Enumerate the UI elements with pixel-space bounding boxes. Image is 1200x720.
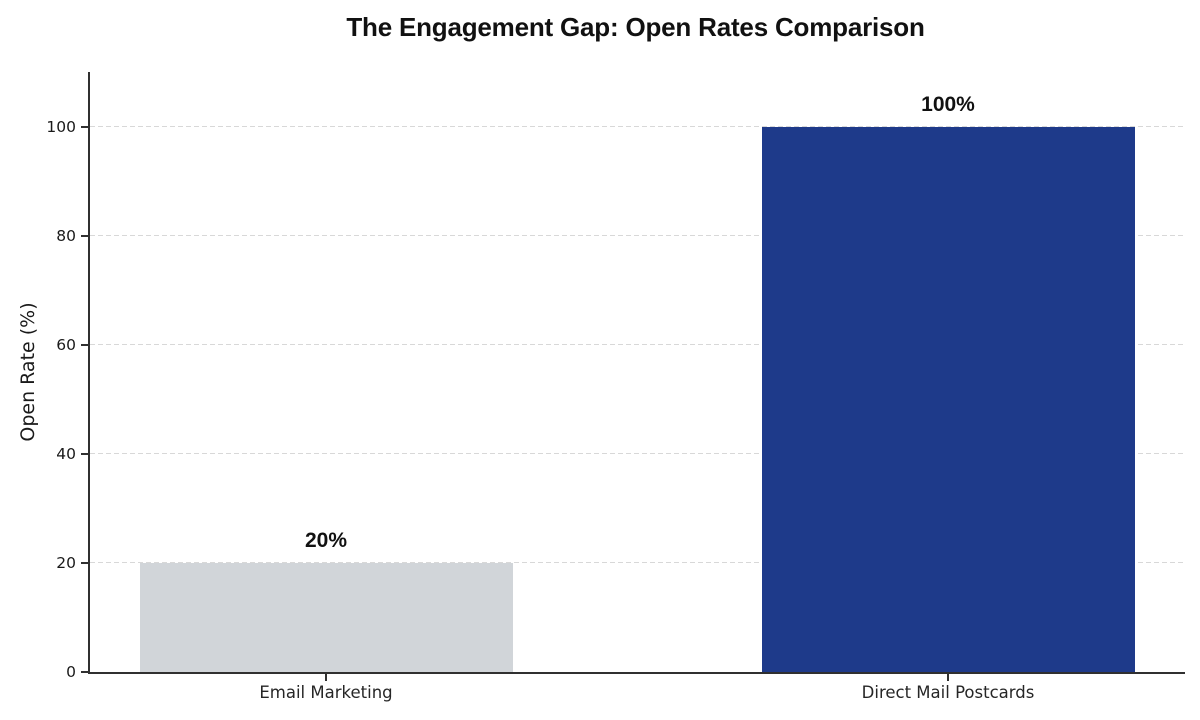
gridline-y-80 (90, 235, 1185, 237)
gridline-y-100 (90, 126, 1185, 128)
x-tick-mark (947, 674, 949, 681)
y-tick-label-80: 80 (56, 226, 76, 245)
y-tick-label-40: 40 (56, 444, 76, 463)
x-tick-label-direct-mail-postcards: Direct Mail Postcards (861, 683, 1035, 702)
y-tick-mark (81, 671, 88, 673)
chart-title: The Engagement Gap: Open Rates Compariso… (346, 12, 925, 42)
y-tick-label-60: 60 (56, 335, 76, 354)
x-tick-mark (325, 674, 327, 681)
gridline-y-60 (90, 344, 1185, 346)
y-tick-label-20: 20 (56, 553, 76, 572)
y-axis-label: Open Rate (%) (17, 302, 39, 442)
bar-direct-mail-postcards (761, 126, 1135, 672)
x-tick-label-email-marketing: Email Marketing (259, 683, 393, 702)
y-tick-mark (81, 452, 88, 455)
y-tick-label-0: 0 (66, 663, 76, 681)
gridline-y-20 (90, 562, 1185, 564)
y-tick-mark (81, 125, 88, 128)
y-tick-mark (81, 561, 88, 564)
bar-value-label-email-marketing: 20% (304, 528, 348, 552)
y-tick-mark (81, 343, 88, 346)
y-tick-mark (81, 234, 88, 237)
gridline-y-40 (90, 453, 1185, 455)
bar-value-label-direct-mail-postcards: 100% (921, 92, 975, 116)
bar-email-marketing (139, 562, 513, 672)
plot-area: 0 20 40 60 80 100 20% Email Marketing 100% Direct… (46, 72, 1185, 702)
y-tick-label-100: 100 (46, 117, 76, 136)
